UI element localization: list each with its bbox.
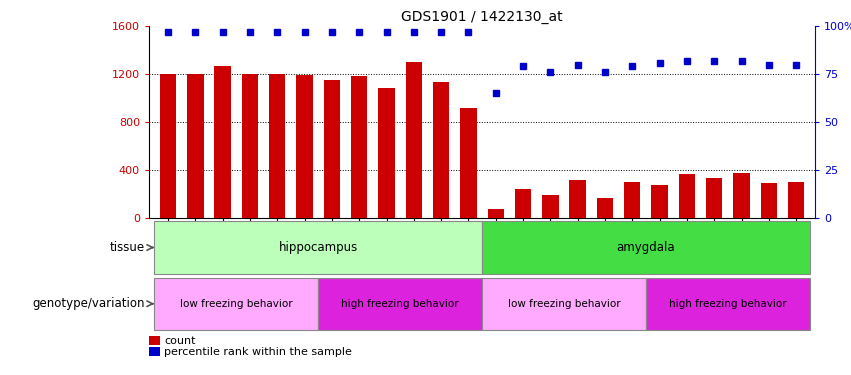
Bar [154, 278, 318, 330]
Bar [569, 180, 585, 218]
Text: amygdala: amygdala [617, 241, 675, 254]
Bar [788, 182, 804, 218]
Text: high freezing behavior: high freezing behavior [341, 299, 459, 309]
Text: high freezing behavior: high freezing behavior [669, 299, 786, 309]
Bar [482, 221, 810, 274]
Bar [482, 278, 646, 330]
Bar [542, 195, 558, 217]
Bar [351, 76, 368, 218]
Text: count: count [164, 336, 196, 345]
Bar [242, 74, 258, 217]
Bar [706, 178, 722, 218]
Text: hippocampus: hippocampus [278, 241, 358, 254]
Bar [154, 221, 482, 274]
Bar [624, 182, 641, 218]
Bar [187, 74, 203, 217]
Bar [269, 74, 285, 217]
Bar [379, 88, 395, 218]
Text: low freezing behavior: low freezing behavior [508, 299, 620, 309]
Bar [488, 209, 504, 218]
Bar [679, 174, 695, 217]
Bar [761, 183, 777, 218]
Title: GDS1901 / 1422130_at: GDS1901 / 1422130_at [402, 10, 563, 24]
Text: genotype/variation: genotype/variation [32, 297, 145, 310]
Bar [433, 82, 449, 218]
Bar [160, 74, 176, 217]
Bar [646, 278, 810, 330]
Bar [460, 108, 477, 218]
Text: low freezing behavior: low freezing behavior [180, 299, 293, 309]
Bar [406, 62, 422, 217]
Bar [734, 173, 750, 217]
Text: tissue: tissue [110, 241, 145, 254]
Bar [651, 184, 668, 218]
Bar [318, 278, 482, 330]
Bar [323, 80, 340, 218]
Bar [214, 66, 231, 218]
Bar [296, 75, 313, 217]
Bar [515, 189, 531, 217]
Bar [597, 198, 614, 217]
Text: percentile rank within the sample: percentile rank within the sample [164, 347, 352, 357]
